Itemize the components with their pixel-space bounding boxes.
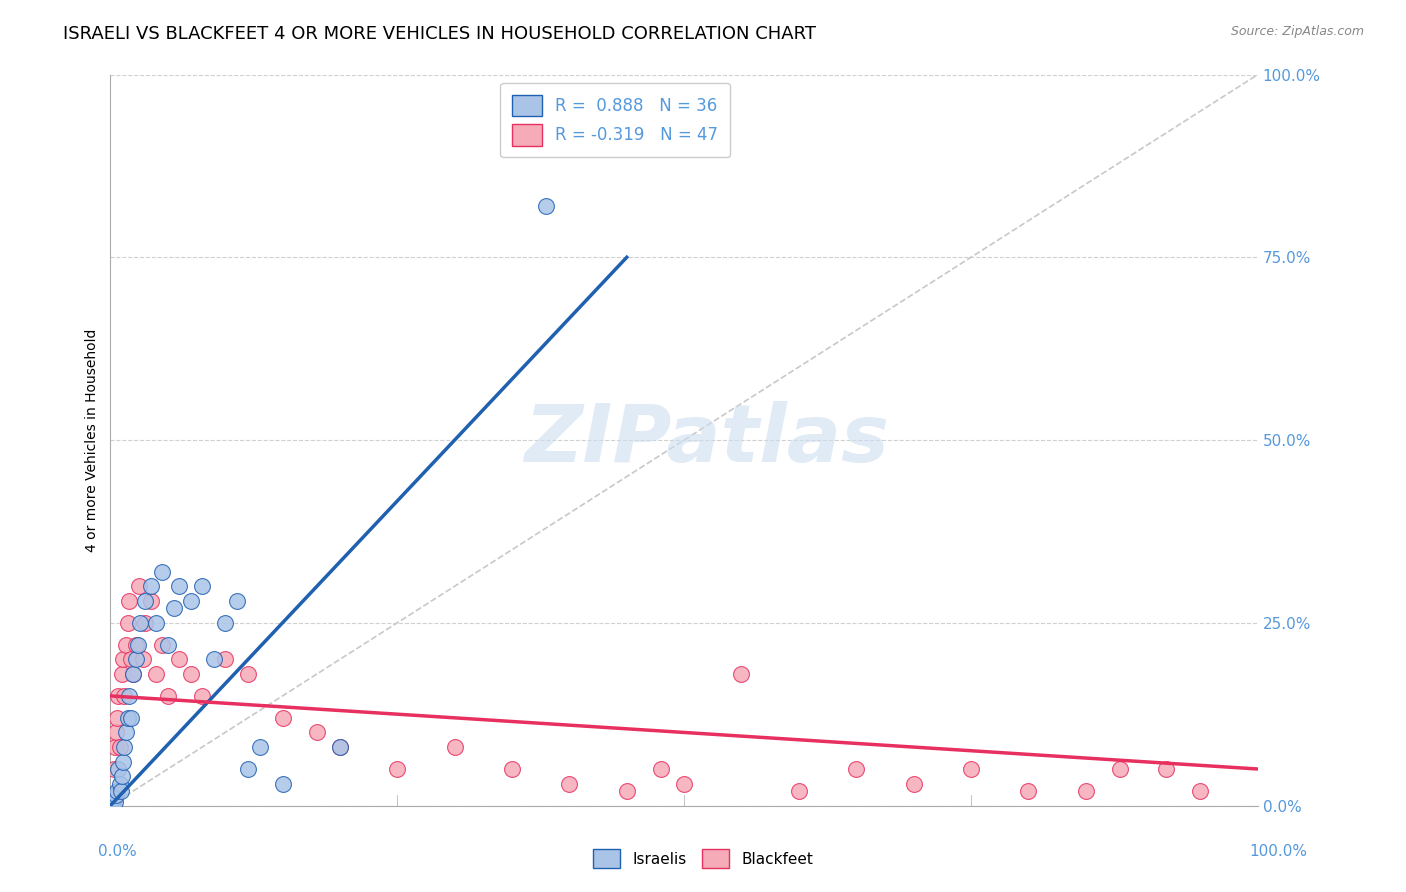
Point [107, 762, 129, 776]
Point [103, 762, 125, 776]
Point [129, 615, 152, 630]
Point [329, 740, 352, 755]
Point [1074, 784, 1097, 798]
Point [115, 638, 138, 652]
Point [214, 652, 236, 666]
Point [115, 725, 138, 739]
Point [305, 725, 328, 739]
Point [845, 762, 868, 776]
Point [180, 667, 202, 681]
Text: 100.0%: 100.0% [1250, 845, 1308, 859]
Point [180, 594, 202, 608]
Point [156, 689, 179, 703]
Point [120, 652, 142, 666]
Point [120, 711, 142, 725]
Point [616, 784, 638, 798]
Point [249, 740, 271, 755]
Point [110, 784, 132, 798]
Point [108, 777, 131, 791]
Point [134, 594, 156, 608]
Point [105, 725, 128, 739]
Point [536, 199, 558, 213]
Point [1017, 784, 1039, 798]
Point [150, 638, 173, 652]
Point [960, 762, 983, 776]
Point [107, 689, 129, 703]
Point [191, 579, 214, 593]
Point [558, 777, 581, 791]
Point [787, 784, 810, 798]
Point [443, 740, 465, 755]
Point [131, 652, 153, 666]
Point [139, 594, 162, 608]
Point [156, 638, 179, 652]
Point [145, 615, 167, 630]
Point [127, 638, 149, 652]
Text: Source: ZipAtlas.com: Source: ZipAtlas.com [1230, 25, 1364, 38]
Point [117, 711, 139, 725]
Point [673, 777, 696, 791]
Point [387, 762, 409, 776]
Point [191, 689, 214, 703]
Point [104, 795, 127, 809]
Point [1154, 762, 1177, 776]
Point [124, 638, 146, 652]
Point [1109, 762, 1132, 776]
Point [118, 594, 141, 608]
Point [202, 652, 225, 666]
Text: ISRAELI VS BLACKFEET 4 OR MORE VEHICLES IN HOUSEHOLD CORRELATION CHART: ISRAELI VS BLACKFEET 4 OR MORE VEHICLES … [63, 25, 817, 43]
Point [103, 791, 125, 805]
Point [903, 777, 925, 791]
Point [128, 579, 150, 593]
Point [150, 565, 173, 579]
Point [105, 711, 128, 725]
Point [108, 740, 131, 755]
Point [271, 711, 294, 725]
Point [122, 667, 145, 681]
Point [214, 615, 236, 630]
Point [1189, 784, 1212, 798]
Point [271, 777, 294, 791]
Y-axis label: 4 or more Vehicles in Household: 4 or more Vehicles in Household [86, 328, 100, 552]
Point [730, 667, 752, 681]
Point [145, 667, 167, 681]
Point [236, 667, 259, 681]
Point [104, 740, 127, 755]
Point [105, 788, 128, 802]
Point [112, 755, 135, 769]
Text: ZIPatlas: ZIPatlas [524, 401, 890, 479]
Point [101, 795, 124, 809]
Point [162, 601, 184, 615]
Text: 0.0%: 0.0% [98, 845, 138, 859]
Point [112, 740, 135, 755]
Point [167, 579, 190, 593]
Point [650, 762, 672, 776]
Point [134, 615, 156, 630]
Point [167, 652, 190, 666]
Point [111, 667, 134, 681]
Legend: R =  0.888   N = 36, R = -0.319   N = 47: R = 0.888 N = 36, R = -0.319 N = 47 [501, 83, 730, 157]
Point [329, 740, 352, 755]
Point [122, 667, 145, 681]
Point [117, 615, 139, 630]
Point [236, 762, 259, 776]
Point [112, 652, 135, 666]
Point [105, 784, 128, 798]
Legend: Israelis, Blackfeet: Israelis, Blackfeet [585, 841, 821, 875]
Point [501, 762, 523, 776]
Point [225, 594, 247, 608]
Point [112, 689, 135, 703]
Point [111, 769, 134, 783]
Point [118, 689, 141, 703]
Point [124, 652, 146, 666]
Point [139, 579, 162, 593]
